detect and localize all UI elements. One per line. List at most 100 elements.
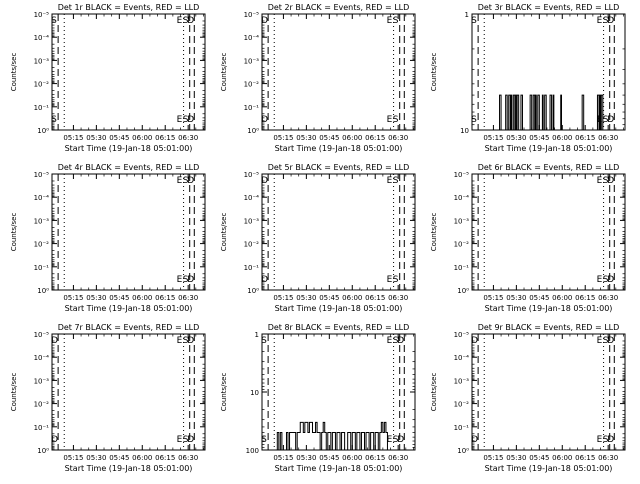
event-count-pulse — [499, 94, 502, 130]
x-tick-label: 05:45 — [319, 454, 339, 462]
y-tick-label: 10⁻² — [244, 241, 260, 249]
y-tick-label: 10⁻³ — [34, 377, 50, 385]
x-tick-label: 05:45 — [529, 134, 549, 142]
y-tick-label: 10⁰ — [457, 447, 469, 455]
x-tick-label: 06:00 — [552, 294, 572, 302]
x-tick-label: 06:00 — [552, 134, 572, 142]
event-marker-letter-top: D — [471, 336, 478, 346]
event-marker-letter-top: E — [597, 16, 603, 26]
x-tick-label: 06:00 — [342, 294, 362, 302]
x-tick-label: 06:15 — [365, 294, 385, 302]
x-tick-label: 06:30 — [598, 454, 618, 462]
x-tick-label: 06:30 — [598, 134, 618, 142]
event-marker-letter-top: D — [607, 176, 614, 186]
event-marker-letter-bottom: S — [603, 275, 609, 285]
event-marker-letter-bottom: E — [387, 115, 393, 125]
x-tick-label: 05:45 — [109, 134, 129, 142]
event-marker-letter-bottom: S — [51, 115, 57, 125]
event-marker-letter-bottom: D — [607, 275, 614, 285]
y-tick-label: 1 — [255, 331, 259, 339]
x-tick-label: 05:45 — [319, 294, 339, 302]
event-marker-letter-top: S — [393, 176, 399, 186]
y-tick-label: 10⁻² — [244, 81, 260, 89]
x-tick-label: 05:30 — [506, 134, 526, 142]
event-marker-letter-bottom: D — [607, 435, 614, 445]
x-axis-label: Start Time (19-Jan-18 05:01:00) — [65, 304, 193, 313]
event-marker-letter-top: S — [393, 336, 399, 346]
x-tick-label: 05:45 — [529, 294, 549, 302]
event-marker-letter-bottom: S — [183, 435, 189, 445]
chart-title: Det 6r BLACK = Events, RED = LLD — [478, 163, 620, 172]
y-tick-label: 10⁰ — [247, 287, 259, 295]
event-marker-letter-top: S — [183, 16, 189, 26]
x-tick-label: 06:30 — [178, 454, 198, 462]
event-marker-letter-top: E — [177, 176, 183, 186]
event-count-pulse — [534, 94, 537, 130]
y-tick-label: 10⁻³ — [244, 57, 260, 65]
event-marker-letter-top: S — [261, 336, 267, 346]
x-tick-label: 05:30 — [296, 134, 316, 142]
chart-panel-3: Det 3r BLACK = Events, RED = LLD Counts/s… — [430, 3, 626, 153]
plot-frame — [51, 333, 206, 451]
event-marker-letter-bottom: E — [177, 435, 183, 445]
x-axis-label: Start Time (19-Jan-18 05:01:00) — [275, 144, 403, 153]
event-marker-letter-bottom: D — [187, 115, 194, 125]
y-tick-label: 10⁻² — [454, 401, 470, 409]
event-marker-letter-bottom: D — [187, 275, 194, 285]
event-marker-letter-top: S — [393, 16, 399, 26]
event-marker-letter-top: E — [597, 176, 603, 186]
x-tick-label: 05:30 — [86, 134, 106, 142]
chart-panel-7: Det 7r BLACK = Events, RED = LLD Counts/s… — [10, 323, 206, 473]
event-count-pulse — [516, 94, 520, 130]
y-tick-label: 10⁻¹ — [244, 104, 260, 112]
event-count-pulse — [600, 94, 604, 130]
x-tick-label: 05:15 — [273, 294, 293, 302]
x-tick-label: 05:30 — [86, 454, 106, 462]
event-marker-letter-bottom: E — [387, 435, 393, 445]
y-tick-label: 1 — [465, 11, 469, 19]
x-tick-label: 05:15 — [273, 134, 293, 142]
x-tick-label: 06:15 — [155, 454, 175, 462]
event-marker-letter-top: D — [51, 336, 58, 346]
event-marker-letter-bottom: E — [597, 275, 603, 285]
chart-title: Det 7r BLACK = Events, RED = LLD — [58, 323, 200, 332]
y-tick-label: 10⁻⁴ — [454, 194, 470, 202]
plot-frame — [471, 13, 626, 131]
y-tick-label: 10⁻¹ — [454, 264, 470, 272]
event-marker-letter-bottom: D — [397, 435, 404, 445]
y-tick-label: 10⁻¹ — [34, 264, 50, 272]
x-tick-label: 06:30 — [178, 294, 198, 302]
y-axis-label: Counts/sec — [220, 53, 228, 92]
event-marker-letter-bottom: S — [471, 115, 477, 125]
chart-panel-4: Det 4r BLACK = Events, RED = LLD Counts/s… — [10, 163, 206, 313]
x-tick-label: 05:15 — [483, 454, 503, 462]
x-tick-label: 06:15 — [575, 134, 595, 142]
x-tick-label: 06:30 — [598, 294, 618, 302]
event-count-pulse — [515, 94, 517, 130]
x-tick-label: 05:30 — [506, 294, 526, 302]
x-tick-label: 06:00 — [552, 454, 572, 462]
x-tick-label: 06:30 — [388, 454, 408, 462]
event-marker-letter-top: D — [187, 176, 194, 186]
event-marker-letter-top: E — [177, 336, 183, 346]
event-count-pulse — [596, 94, 600, 130]
event-marker-letter-top: S — [51, 16, 57, 26]
event-marker-letter-top: D — [187, 336, 194, 346]
x-tick-label: 05:30 — [296, 294, 316, 302]
y-axis-label: Counts/sec — [430, 213, 438, 252]
x-tick-label: 05:30 — [296, 454, 316, 462]
event-marker-letter-bottom: S — [393, 275, 399, 285]
event-marker-letter-top: E — [387, 336, 393, 346]
chart-panel-9: Det 9r BLACK = Events, RED = LLD Counts/s… — [430, 323, 626, 473]
event-marker-letter-top: E — [387, 16, 393, 26]
event-marker-letter-bottom: S — [183, 115, 189, 125]
y-tick-label: 10⁻¹ — [454, 424, 470, 432]
event-marker-letter-top: D — [261, 176, 268, 186]
y-tick-label: 10⁻⁵ — [244, 171, 260, 179]
y-tick-label: 10⁻⁴ — [34, 34, 50, 42]
x-tick-label: 05:15 — [63, 134, 83, 142]
event-marker-letter-top: D — [397, 336, 404, 346]
event-marker-letter-bottom: S — [393, 435, 399, 445]
y-tick-label: 10⁻⁵ — [454, 171, 470, 179]
